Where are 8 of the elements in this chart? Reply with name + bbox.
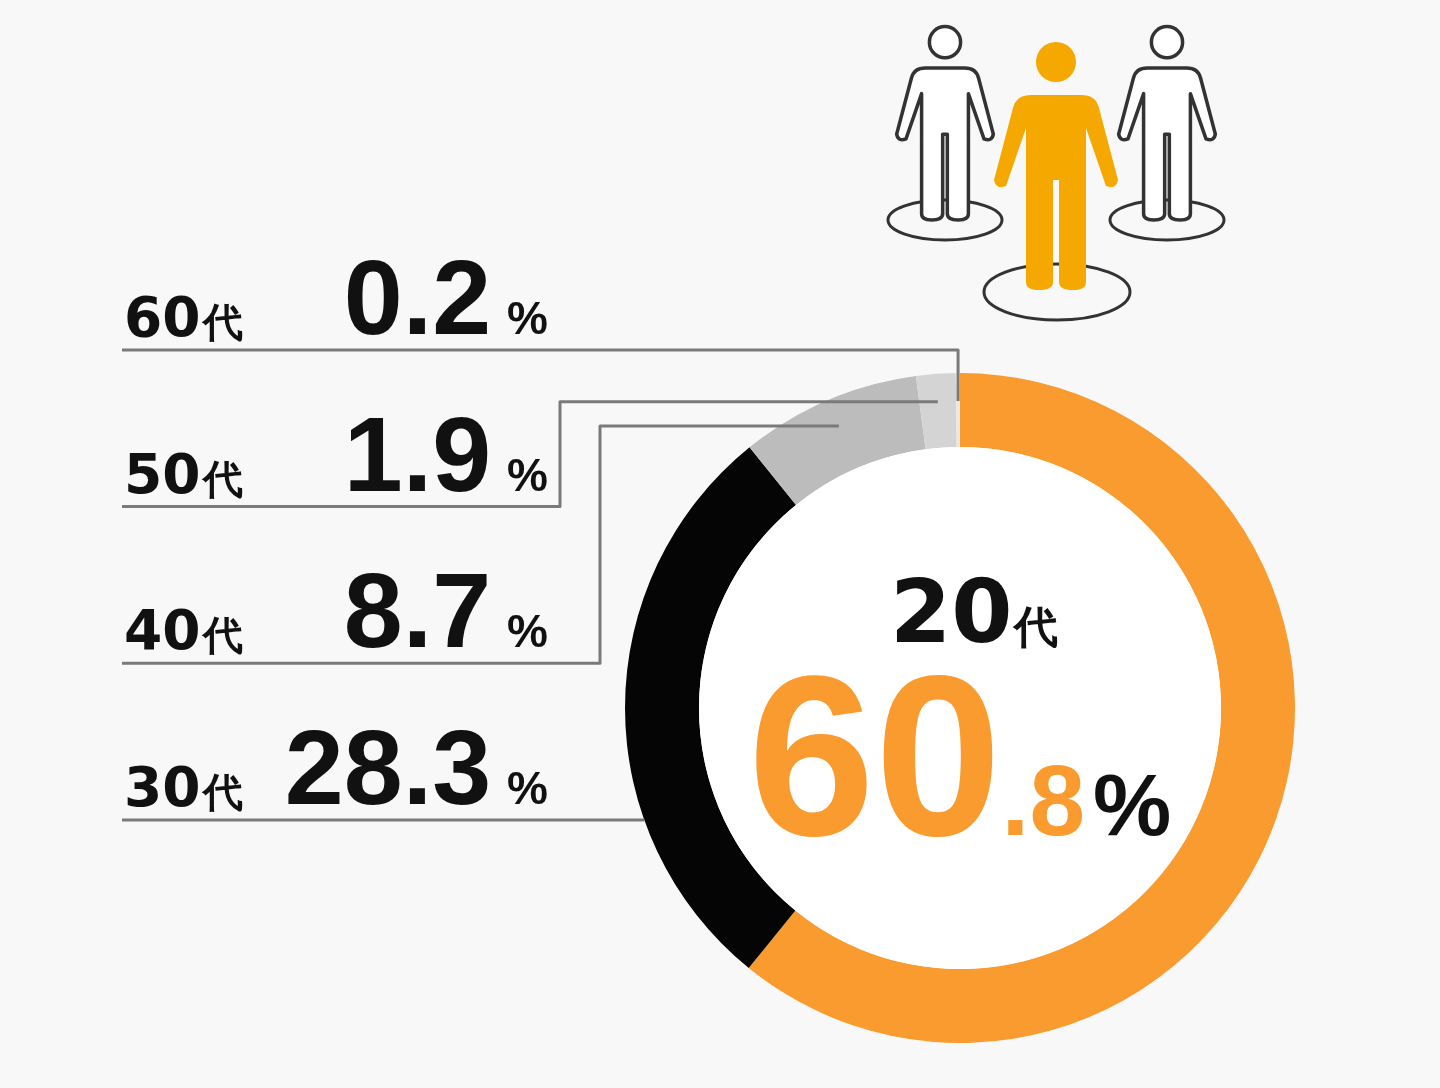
data-label: 28.3% xyxy=(284,708,548,826)
data-label: 8.7% xyxy=(343,551,548,670)
data-label: 1.9% xyxy=(343,394,548,513)
slice-label: 40代 xyxy=(124,598,243,663)
slice-label: 50代 xyxy=(124,441,243,506)
data-label: 0.2% xyxy=(343,237,548,356)
slice-label: 60代 xyxy=(124,284,243,349)
slice-label: 30代 xyxy=(124,755,243,819)
